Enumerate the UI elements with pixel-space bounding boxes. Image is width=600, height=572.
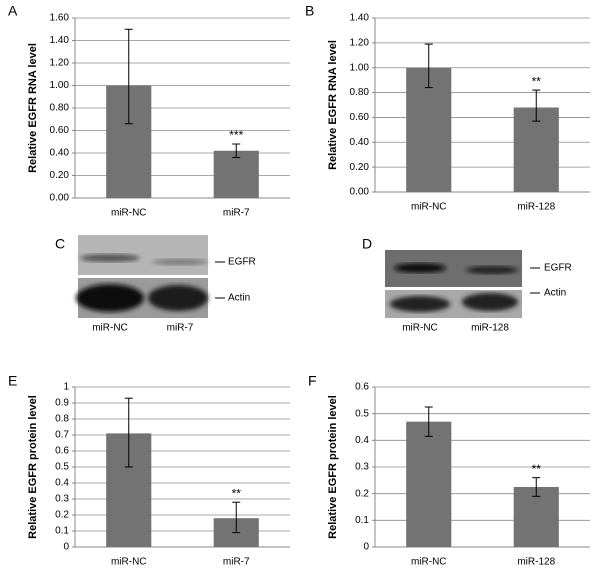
y-tick-label: 0.60 [350,112,370,123]
blot-image [76,235,208,318]
band-label: EGFR [228,257,256,268]
significance-label: ** [532,462,542,476]
y-tick-label: 0 [63,542,69,553]
y-tick-label: 1.20 [50,58,70,69]
y-tick-label: 0.1 [355,515,369,526]
y-tick-label: 0.00 [50,193,70,204]
y-tick-label: 0.9 [55,398,69,409]
y-tick-label: 1 [63,382,69,393]
y-axis-label: Relative EGFR RNA level [327,40,339,170]
x-tick-label: miR-7 [223,557,250,568]
significance-label: ** [232,486,242,500]
y-tick-label: 0.1 [55,526,69,537]
y-tick-label: 0.3 [355,462,369,473]
y-tick-label: 0.6 [355,382,369,393]
band-label: Actin [544,288,566,299]
y-tick-label: 0.6 [55,446,69,457]
y-tick-label: 1.00 [350,62,370,73]
y-tick-label: 0.4 [55,478,69,489]
band-label: Actin [228,293,250,304]
y-axis-label: Relative EGFR protein level [27,395,39,539]
y-tick-label: 1.40 [50,35,70,46]
y-tick-label: 0.40 [50,148,70,159]
lane-label: miR-7 [167,323,194,334]
y-tick-label: 0.20 [350,162,370,173]
x-tick-label: miR-NC [411,557,447,568]
y-axis-label: Relative EGFR protein level [327,395,339,539]
bar [213,150,259,198]
y-tick-label: 0.5 [355,408,369,419]
y-tick-label: 0.8 [55,414,69,425]
bar [406,67,452,192]
y-tick-label: 0.2 [55,510,69,521]
y-tick-label: 0.40 [350,137,370,148]
y-tick-label: 1.00 [50,80,70,91]
y-tick-label: 0.80 [50,103,70,114]
lane-label: miR-NC [402,323,438,334]
panel-letter: D [362,236,372,252]
x-tick-label: miR-128 [517,557,555,568]
y-tick-label: 1.60 [50,13,70,24]
y-tick-label: 0.5 [55,462,69,473]
y-axis-label: Relative EGFR RNA level [27,43,39,173]
x-tick-label: miR-128 [517,202,555,213]
y-tick-label: 0.00 [350,187,370,198]
x-tick-label: miR-NC [111,557,147,568]
y-tick-label: 0.2 [355,488,369,499]
bar [513,487,559,547]
panel-letter: F [308,373,317,389]
lane-label: miR-NC [92,323,128,334]
lane-label: miR-128 [471,323,509,334]
blot-image [385,250,522,318]
x-tick-label: miR-NC [111,208,147,219]
band-label: EGFR [544,263,572,274]
significance-label: ** [532,74,542,88]
y-tick-label: 0.3 [55,494,69,505]
y-tick-label: 0.80 [350,87,370,98]
x-tick-label: miR-NC [411,202,447,213]
panel-letter: B [305,3,314,19]
y-tick-label: 0.4 [355,435,369,446]
y-tick-label: 0.7 [55,430,69,441]
panel-letter: E [8,373,17,389]
y-tick-label: 0.20 [50,170,70,181]
panel-letter: C [55,236,65,252]
significance-label: *** [229,128,243,142]
x-tick-label: miR-7 [223,208,250,219]
bar [406,421,452,547]
y-tick-label: 0.60 [50,125,70,136]
y-tick-label: 0 [363,542,369,553]
panel-letter: A [8,3,18,19]
y-tick-label: 1.20 [350,37,370,48]
y-tick-label: 1.40 [350,13,370,24]
